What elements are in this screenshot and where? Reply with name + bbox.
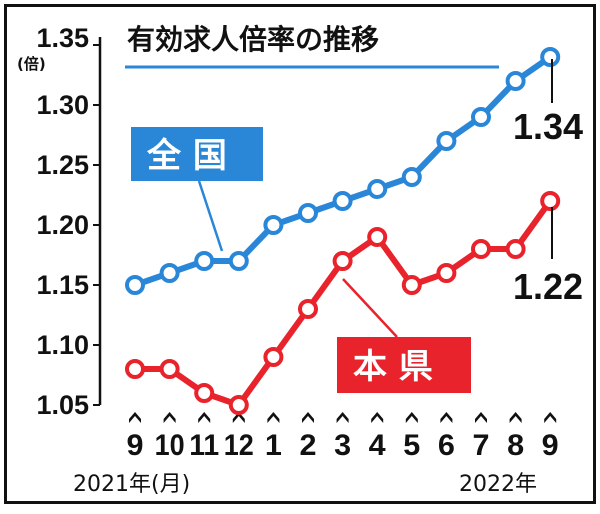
data-point-national — [401, 167, 422, 187]
x-tick-arrow-icon — [440, 412, 453, 423]
data-point-national — [540, 47, 561, 67]
series-layer — [125, 47, 561, 415]
x-tick-arrow-icon — [198, 412, 211, 423]
data-point-prefecture — [367, 227, 388, 247]
x-tick-arrow-icon — [405, 412, 418, 423]
data-point-prefecture — [194, 383, 215, 403]
data-point-national — [298, 203, 318, 223]
data-point-national — [367, 179, 388, 199]
data-point-prefecture — [125, 359, 145, 379]
x-tick-label: 7 — [473, 429, 490, 462]
x-tick-label: 5 — [403, 429, 420, 462]
series-label-national-leader — [197, 180, 224, 252]
x-tick-arrow-icon — [129, 412, 141, 423]
series-label-prefecture-leader — [342, 278, 398, 338]
x-tick-arrow-icon — [302, 412, 314, 423]
data-point-prefecture — [505, 239, 526, 259]
y-ticks: 1.35 1.30 1.25 1.20 1.15 1.10 1.05 — [36, 23, 100, 420]
x-tick-label: 11 — [189, 429, 219, 462]
data-point-national — [228, 251, 249, 271]
y-tick-label: 1.25 — [36, 150, 89, 180]
y-tick-label: 1.05 — [36, 390, 89, 420]
x-tick-arrow-icon — [475, 412, 487, 423]
line-chart: 有効求人倍率の推移 (倍) 1.351.301.251.201.151.101.… — [17, 23, 583, 497]
series-label-national: 全 国 — [131, 127, 263, 252]
x-year-start-label: 2021年(月) — [73, 472, 190, 497]
end-label-national: 1.34 — [513, 106, 583, 147]
data-point-national — [125, 275, 145, 295]
y-tick-label: 1.15 — [36, 270, 89, 300]
x-tick-arrow-icon — [267, 412, 280, 423]
series-label-national-box — [131, 127, 263, 181]
data-point-prefecture — [263, 347, 284, 367]
x-tick-arrow-icon — [544, 412, 557, 423]
data-point-prefecture — [401, 275, 422, 295]
data-point-prefecture — [159, 359, 180, 379]
x-tick-arrow-icon — [371, 412, 384, 423]
series-label-prefecture-box — [337, 337, 471, 393]
x-tick-label: 3 — [334, 429, 351, 462]
x-tick-label: 12 — [224, 429, 254, 462]
x-tick-label: 1 — [265, 429, 282, 462]
data-point-national — [332, 191, 353, 211]
x-labels: 9 10 11 12 1 2 3 4 5 6 7 8 9 — [127, 412, 559, 462]
data-point-national — [471, 107, 491, 127]
series-label-national-text: 全 国 — [146, 136, 227, 176]
x-tick-label: 6 — [438, 429, 455, 462]
data-point-prefecture — [228, 395, 249, 415]
data-point-national — [194, 251, 215, 271]
x-tick-label: 10 — [155, 429, 185, 462]
y-unit-label: (倍) — [17, 55, 46, 73]
data-point-prefecture — [298, 299, 318, 319]
y-tick-label: 1.35 — [36, 23, 89, 53]
data-point-national — [263, 215, 284, 235]
end-label-prefecture: 1.22 — [513, 266, 583, 307]
chart-title: 有効求人倍率の推移 — [127, 23, 379, 56]
x-tick-label: 2 — [300, 429, 317, 462]
x-tick-label: 4 — [369, 429, 386, 462]
x-year-end-label: 2022年 — [459, 472, 537, 497]
data-point-prefecture — [332, 251, 353, 271]
data-point-prefecture — [436, 263, 457, 283]
data-point-national — [505, 71, 526, 91]
chart-frame: 有効求人倍率の推移 (倍) 1.35 1.30 1.25 1.20 1.15 1.10 1.… — [4, 4, 596, 504]
data-point-national — [159, 263, 180, 283]
y-tick-label: 1.20 — [36, 210, 89, 240]
x-tick-arrow-icon — [163, 412, 176, 423]
x-tick-label: 8 — [507, 429, 524, 462]
data-point-prefecture — [471, 239, 491, 259]
series-label-prefecture: 本 県 — [337, 278, 471, 393]
data-point-prefecture — [540, 191, 561, 211]
y-tick-label: 1.10 — [36, 330, 89, 360]
x-tick-arrow-icon — [509, 412, 522, 423]
x-tick-arrow-icon — [336, 412, 349, 423]
series-label-prefecture-text: 本 県 — [353, 347, 433, 387]
x-tick-label: 9 — [127, 429, 144, 462]
y-tick-label: 1.30 — [36, 90, 89, 120]
data-point-national — [436, 131, 457, 151]
x-tick-label: 9 — [542, 429, 559, 462]
